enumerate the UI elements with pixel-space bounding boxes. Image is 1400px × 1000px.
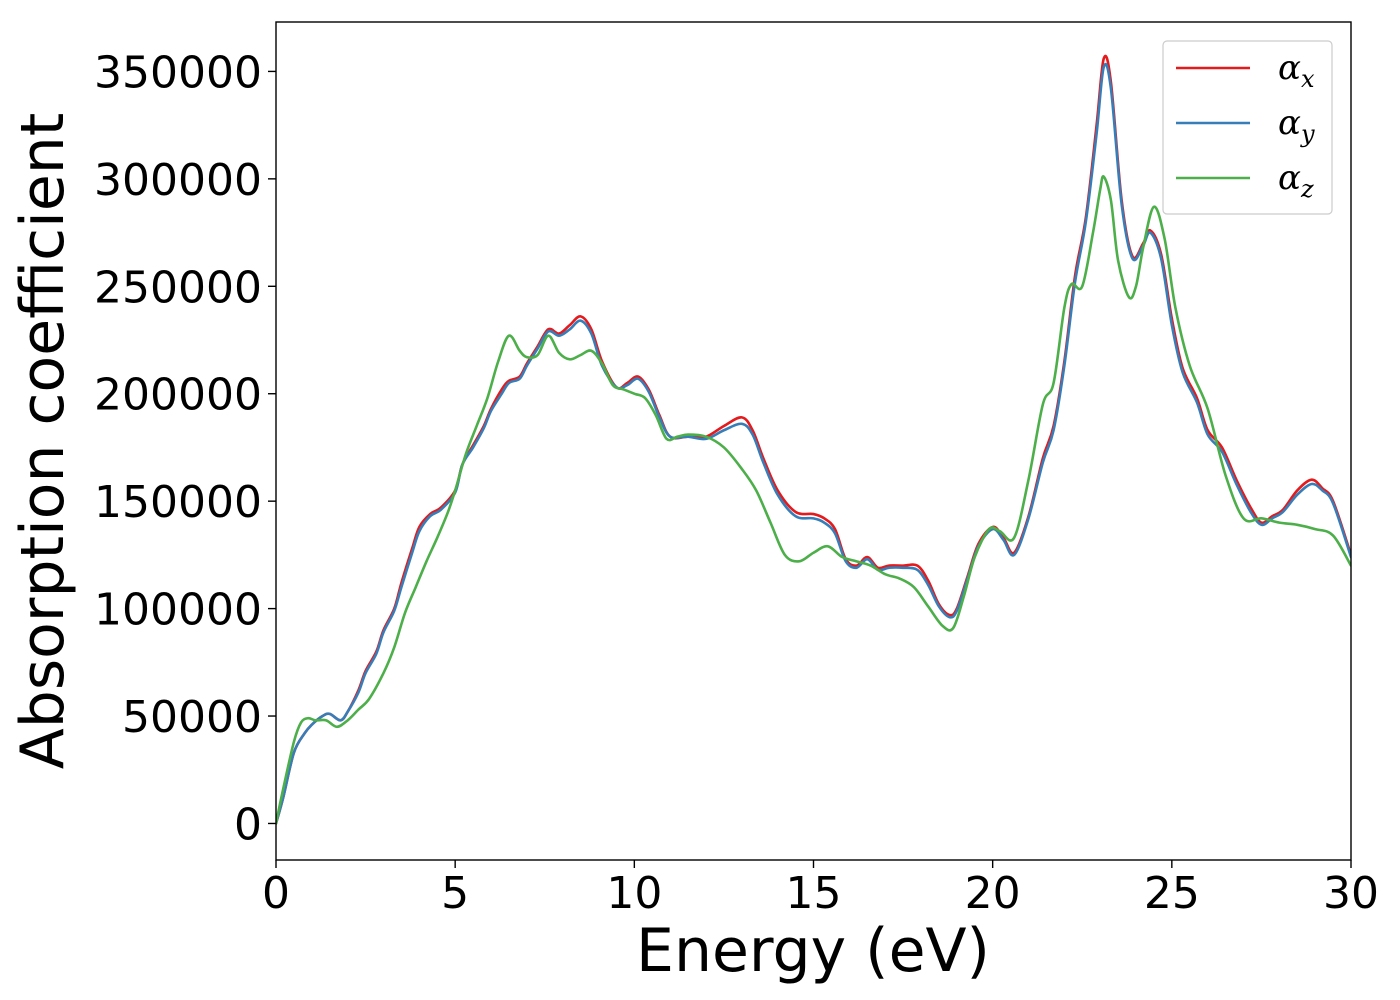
x-tick-label: 0 bbox=[262, 868, 290, 919]
legend-label-alpha-z: αz bbox=[1278, 158, 1314, 203]
x-tick-label: 25 bbox=[1144, 868, 1200, 919]
x-tick-label: 15 bbox=[786, 868, 842, 919]
x-axis-label: Energy (eV) bbox=[636, 916, 990, 986]
legend: αx αy αz bbox=[1162, 40, 1333, 215]
series-line-alpha-y bbox=[276, 62, 1351, 825]
y-tick-label: 350000 bbox=[94, 47, 262, 98]
series-lines bbox=[276, 54, 1351, 825]
legend-label-alpha-y: αy bbox=[1278, 103, 1315, 148]
x-tick-label: 10 bbox=[606, 868, 662, 919]
x-tick-label: 5 bbox=[441, 868, 469, 919]
x-axis-ticks: 0 5 10 15 20 25 30 bbox=[262, 860, 1379, 919]
y-tick-label: 200000 bbox=[94, 370, 262, 421]
y-tick-label: 150000 bbox=[94, 477, 262, 528]
y-tick-label: 250000 bbox=[94, 262, 262, 313]
x-tick-label: 30 bbox=[1323, 868, 1379, 919]
legend-box bbox=[1162, 40, 1333, 215]
legend-label-alpha-x: αx bbox=[1278, 48, 1315, 93]
y-axis-label: Absorption coefficient bbox=[8, 113, 78, 770]
legend-entries: αx αy αz bbox=[1176, 48, 1315, 203]
series-line-alpha-x bbox=[276, 54, 1351, 825]
y-tick-label: 300000 bbox=[94, 155, 262, 206]
y-axis-ticks: 0 50000 100000 150000 200000 250000 300000 3500… bbox=[94, 47, 276, 850]
x-tick-label: 20 bbox=[965, 868, 1021, 919]
y-tick-label: 50000 bbox=[122, 692, 262, 743]
series-line-alpha-z bbox=[276, 175, 1351, 825]
y-tick-label: 0 bbox=[234, 799, 262, 850]
y-tick-label: 100000 bbox=[94, 585, 262, 636]
